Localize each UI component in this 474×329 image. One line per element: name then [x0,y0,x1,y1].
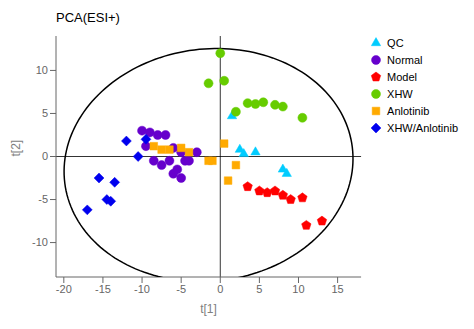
svg-text:-20: -20 [56,283,72,295]
svg-text:15: 15 [331,283,343,295]
svg-text:t[2]: t[2] [9,140,23,157]
svg-text:10: 10 [36,64,48,76]
svg-text:10: 10 [292,283,304,295]
svg-text:-5: -5 [176,283,186,295]
svg-text:0: 0 [42,150,48,162]
svg-text:-5: -5 [38,193,48,205]
svg-text:-15: -15 [95,283,111,295]
svg-text:0: 0 [217,283,223,295]
html-text:Anlotinib: Anlotinib [387,105,430,117]
html-text:XHW/Anlotinib: XHW/Anlotinib [387,122,458,134]
html-text:Normal: Normal [387,54,423,66]
svg-text:-10: -10 [32,236,48,248]
html-text:XHW: XHW [387,88,413,100]
html-text:PCA(ESI+): PCA(ESI+) [56,10,120,25]
html-text:QC: QC [387,37,404,49]
svg-text:-10: -10 [134,283,150,295]
svg-text:t[1]: t[1] [200,302,217,316]
svg-text:5: 5 [42,107,48,119]
svg-text:5: 5 [256,283,262,295]
html-text:Model: Model [387,71,417,83]
